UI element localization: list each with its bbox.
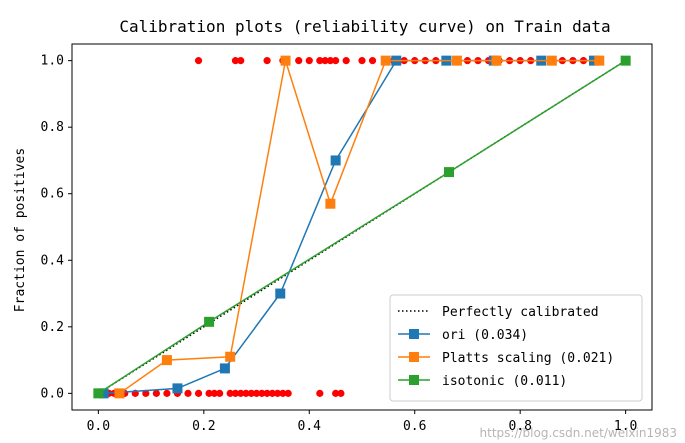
series-marker-2 <box>380 55 391 66</box>
series-marker-3 <box>620 55 631 66</box>
scatter-point <box>316 57 324 65</box>
legend-label-1: ori (0.034) <box>442 328 528 343</box>
series-marker-2 <box>161 355 172 366</box>
scatter-point <box>205 389 213 397</box>
scatter-point <box>305 57 313 65</box>
legend-label-2: Platts scaling (0.021) <box>442 351 614 366</box>
y-tick-label: 0.2 <box>41 320 64 335</box>
scatter-point <box>152 389 160 397</box>
scatter-point <box>231 389 240 397</box>
scatter-point <box>258 389 266 397</box>
scatter-point <box>226 389 234 397</box>
y-tick-label: 0.6 <box>41 187 64 202</box>
series-marker-2 <box>491 55 502 66</box>
legend-label-0: Perfectly calibrated <box>442 305 599 320</box>
series-marker-2 <box>451 55 462 66</box>
scatter-point <box>368 57 377 65</box>
x-tick-label: 1.0 <box>614 419 637 434</box>
legend-marker-3 <box>409 375 419 385</box>
scatter-point <box>142 389 150 397</box>
series-line-3 <box>97 59 627 395</box>
y-tick-label: 0.0 <box>41 386 64 401</box>
scatter-point <box>237 57 245 65</box>
scatter-point <box>342 57 350 65</box>
scatter-point <box>358 57 366 65</box>
scatter-point <box>268 389 276 397</box>
plot-frame <box>71 43 653 411</box>
scatter-point <box>337 389 345 397</box>
series-marker-2 <box>546 55 557 66</box>
legend-marker-1 <box>409 329 419 339</box>
scatter-point <box>321 57 329 65</box>
scatter-point <box>216 389 224 397</box>
y-tick-label: 1.0 <box>41 54 64 69</box>
legend-label-3: isotonic (0.011) <box>442 374 567 389</box>
series-marker-3 <box>204 316 215 327</box>
watermark: https://blog.csdn.net/weixin1983 <box>479 426 677 440</box>
scatter-point <box>242 389 250 397</box>
series-marker-1 <box>275 288 286 299</box>
legend: Perfectly calibrated ori (0.034) Platts sc… <box>389 294 643 402</box>
x-tick-label: 0.4 <box>298 419 322 434</box>
legend-marker-2 <box>409 352 419 362</box>
scatter-point <box>274 389 282 397</box>
y-axis-label: Fraction of positives <box>13 148 28 312</box>
scatter-point <box>284 389 292 397</box>
scatter-point <box>247 389 255 397</box>
x-tick-label: 0.8 <box>508 419 531 434</box>
series-marker-2 <box>594 55 605 66</box>
series-marker-3 <box>93 388 104 399</box>
scatter-point <box>263 57 271 65</box>
series-line-2 <box>119 59 600 395</box>
x-tick-label: 0.2 <box>192 419 215 434</box>
scatter-point <box>316 389 324 397</box>
series-marker-2 <box>114 388 125 399</box>
scatter-point <box>184 389 192 397</box>
scatter-point <box>295 57 303 65</box>
x-tick-label: 0.0 <box>87 419 110 434</box>
y-tick-label: 0.8 <box>41 120 64 135</box>
series-marker-2 <box>225 351 236 362</box>
scatter-point <box>332 57 340 65</box>
scatter-point <box>263 389 271 397</box>
scatter-point <box>194 389 203 397</box>
series-marker-1 <box>330 155 341 166</box>
scatter-point <box>326 57 334 65</box>
scatter-point <box>279 389 287 397</box>
series-marker-1 <box>172 383 183 394</box>
scatter-point <box>163 389 171 397</box>
series-marker-2 <box>280 55 291 66</box>
scatter-point <box>332 389 340 397</box>
scatter-point <box>231 57 240 65</box>
x-tick-label: 0.6 <box>403 419 426 434</box>
scatter-point <box>237 389 245 397</box>
scatter-point <box>194 57 203 65</box>
series-marker-1 <box>219 363 230 374</box>
scatter-point <box>210 389 218 397</box>
legend-box <box>389 294 643 402</box>
series-marker-2 <box>325 198 336 209</box>
chart-title: Calibration plots (reliability curve) on… <box>119 17 610 36</box>
scatter-point <box>252 389 261 397</box>
y-tick-label: 0.4 <box>41 253 65 268</box>
series-marker-3 <box>444 167 454 178</box>
series-marker-1 <box>98 388 109 399</box>
